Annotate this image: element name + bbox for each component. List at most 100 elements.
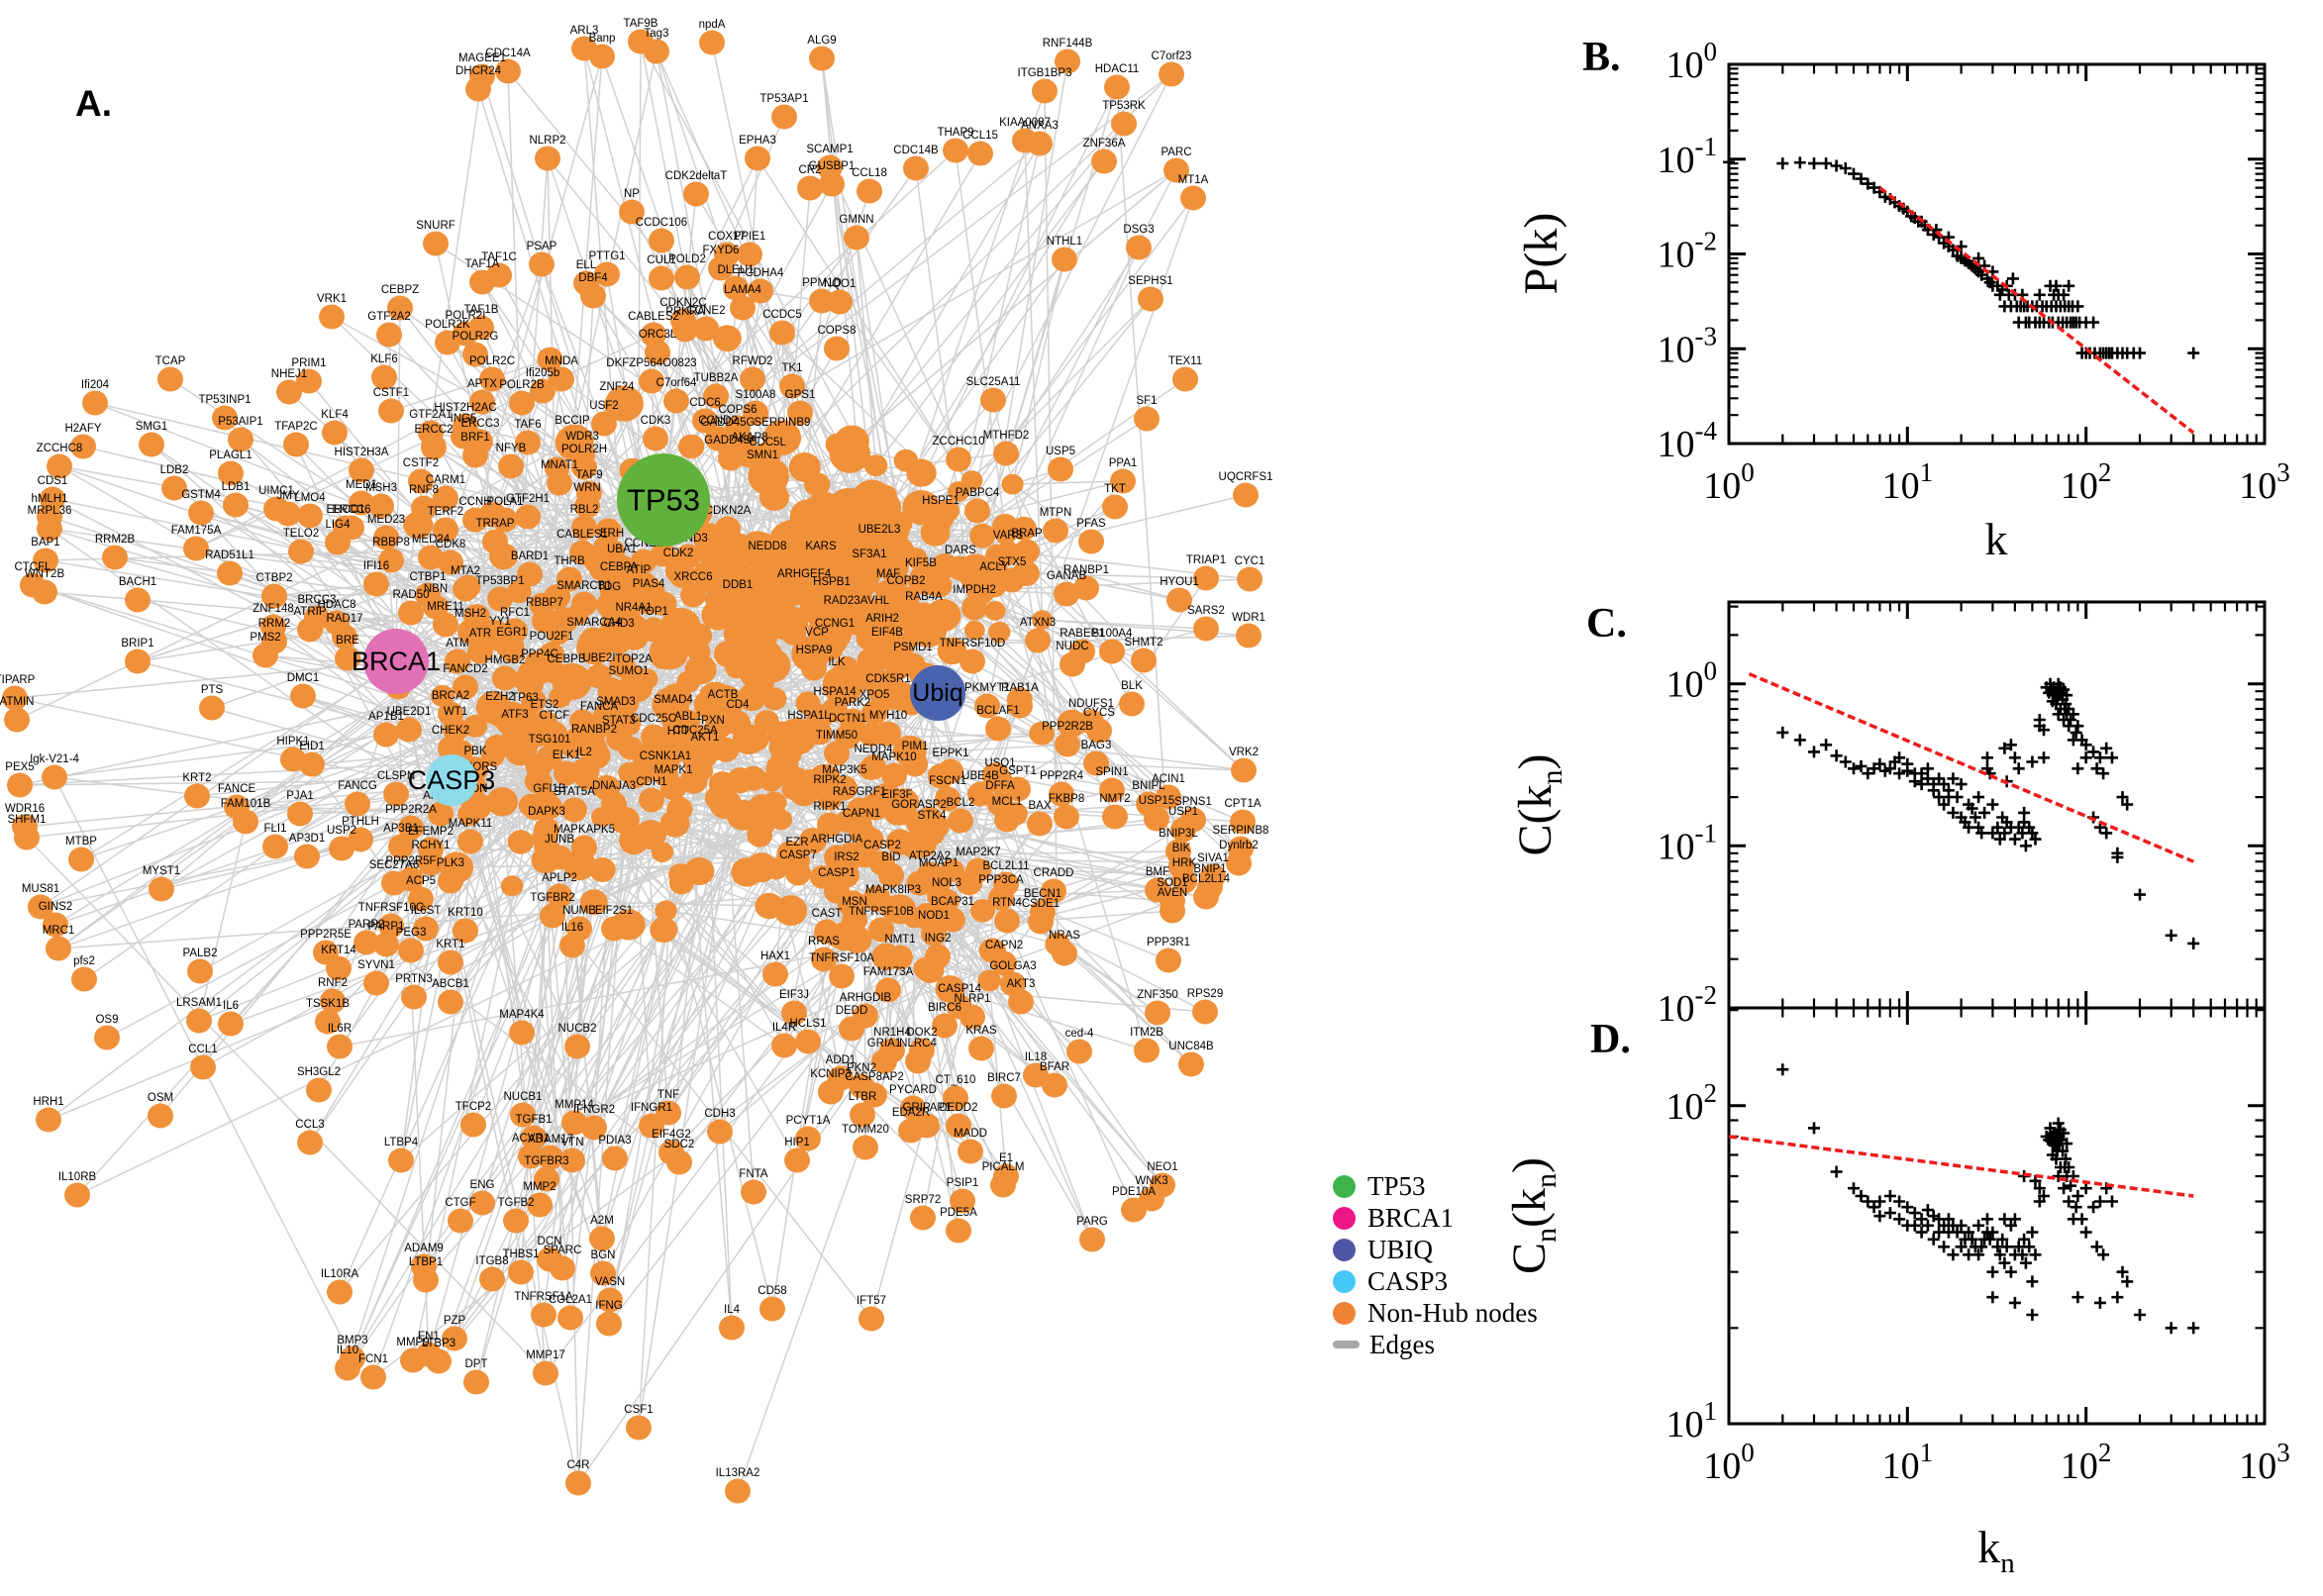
network-node-label: VHL [867, 595, 890, 607]
network-node-label: IL16 [561, 922, 583, 934]
network-node [500, 875, 524, 897]
network-node [1007, 693, 1033, 719]
network-node [809, 46, 835, 71]
y-tick-label: 10-1 [1658, 132, 1718, 181]
network-node-label: SPIN1 [1095, 766, 1128, 778]
network-node-label: FCN1 [358, 1353, 388, 1365]
network-node-label: HSPA14 [813, 686, 857, 698]
network-node-label: FANCD2 [443, 663, 487, 675]
network-node [666, 1149, 692, 1175]
network-node-label: CABLES1 [556, 529, 608, 541]
network-node-label: FAM175A [171, 525, 222, 537]
network-node-label: PXN [701, 715, 725, 727]
network-node-label: BLK [1121, 680, 1143, 692]
network-node [591, 411, 617, 437]
network-node-label: CEBPA [600, 561, 638, 573]
network-node [408, 468, 434, 494]
network-node [586, 663, 612, 689]
network-node-label: NRAS [1049, 930, 1080, 942]
network-node [875, 977, 901, 1003]
network-node [742, 587, 776, 619]
network-node-label: TOP1 [639, 606, 668, 618]
network-node [223, 492, 249, 518]
network-node [495, 58, 521, 84]
network-node [28, 894, 53, 920]
network-node-label: npdA [699, 19, 726, 31]
network-node [819, 587, 845, 613]
network-node [893, 586, 919, 612]
network-node [643, 426, 668, 451]
network-node [296, 368, 322, 394]
network-node-label: CD4 [726, 699, 750, 711]
network-node [725, 1478, 751, 1504]
network-node-label: TAF1C [481, 251, 517, 263]
network-node [1001, 473, 1024, 495]
network-node-label: USP2 [327, 825, 356, 837]
network-node [487, 702, 513, 728]
network-node [557, 1305, 583, 1331]
y-tick-label: 100 [1666, 37, 1718, 86]
network-node [94, 1025, 120, 1050]
network-node [636, 589, 661, 615]
fit-line [1728, 1135, 2194, 1198]
network-node-label: MTBP [65, 836, 97, 848]
network-node [571, 591, 597, 617]
network-node [569, 540, 595, 565]
network-node-label: HRK [1172, 857, 1197, 869]
network-node-label: TNFRSF1A [514, 1291, 573, 1303]
network-node-label: EIF3F [881, 789, 912, 801]
network-node-label: HIST2H2AC [434, 402, 496, 414]
network-node [988, 622, 1011, 643]
network-node [1073, 575, 1099, 601]
network-node-label: TEX11 [1168, 355, 1202, 367]
network-node-label: DKFZP564O0823 [606, 357, 696, 369]
network-node-label: THAP9 [937, 127, 973, 139]
network-node [631, 549, 656, 574]
network-node [125, 648, 151, 674]
network-node-label: CCND2 [698, 415, 738, 427]
x-tick-label: 102 [2061, 457, 2112, 507]
network-node-label: RAD17 [326, 613, 362, 625]
network-node-label: HCLS1 [789, 1018, 826, 1030]
network-node-label: ITM2B [1130, 1027, 1163, 1039]
network-node-label: ORC3L [639, 329, 677, 341]
network-node-label: MAPKAPK5 [554, 824, 615, 836]
network-node [771, 1033, 797, 1058]
network-node-label: POLR2K [425, 319, 470, 331]
network-node-label: POLR2H [561, 444, 607, 455]
network-node [283, 432, 309, 457]
network-node-label: P53AIP1 [218, 416, 262, 428]
network-node-label: IRS2 [834, 851, 859, 863]
network-node-label: SOD1 [1157, 877, 1187, 889]
network-node [868, 917, 894, 943]
network-node-label: MMP9 [396, 1337, 429, 1348]
network-node [547, 845, 572, 870]
network-node-label: ALG9 [807, 35, 836, 47]
network-node-label: MED24 [412, 534, 451, 546]
network-node-label: EFEMP2 [408, 826, 454, 838]
network-node [457, 829, 483, 854]
network-node-label: VRK1 [317, 293, 347, 305]
panel-c-label: C. [1586, 601, 1627, 647]
hub-node-casp3 [426, 754, 477, 806]
network-node-label: LTBP4 [384, 1137, 419, 1148]
network-node [809, 498, 856, 542]
network-node-label: FNTA [739, 1168, 768, 1180]
network-node [604, 392, 630, 418]
network-node [940, 907, 965, 933]
network-node-label: MTA2 [451, 565, 480, 577]
network-node-label: CCNE2 [687, 305, 726, 317]
network-node [571, 515, 597, 541]
network-node [750, 460, 775, 486]
network-node-label: CDK3 [641, 415, 671, 427]
network-node [68, 847, 94, 872]
network-node-label: BFAR [1040, 1061, 1069, 1073]
network-node [469, 269, 495, 295]
network-node-label: CDC25C [631, 713, 676, 725]
nonhub-swatch-icon [1333, 1301, 1356, 1325]
network-node-label: CSTF2 [403, 457, 439, 469]
network-node-label: NR4A1 [615, 602, 652, 614]
network-node-label: ACTB [708, 689, 739, 701]
network-node [149, 876, 174, 902]
network-node-label: PRTN3 [395, 973, 433, 985]
